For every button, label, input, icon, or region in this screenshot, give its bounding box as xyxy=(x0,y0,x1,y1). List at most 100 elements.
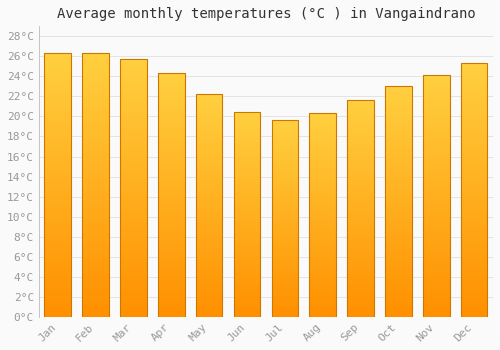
Bar xyxy=(461,206,487,209)
Bar xyxy=(310,136,336,139)
Bar xyxy=(196,111,222,114)
Bar xyxy=(120,182,146,185)
Bar xyxy=(348,206,374,209)
Bar xyxy=(348,222,374,225)
Bar xyxy=(158,131,184,134)
Bar xyxy=(423,253,450,257)
Bar xyxy=(461,298,487,301)
Bar xyxy=(82,182,109,185)
Bar xyxy=(158,94,184,98)
Bar xyxy=(423,114,450,118)
Bar xyxy=(82,93,109,96)
Bar xyxy=(423,305,450,308)
Bar xyxy=(461,288,487,292)
Bar xyxy=(310,220,336,223)
Bar xyxy=(423,299,450,302)
Bar xyxy=(234,232,260,235)
Bar xyxy=(272,167,298,169)
Bar xyxy=(196,308,222,311)
Bar xyxy=(385,124,411,127)
Bar xyxy=(158,284,184,286)
Bar xyxy=(234,286,260,289)
Bar xyxy=(423,290,450,293)
Bar xyxy=(158,311,184,314)
Bar xyxy=(348,190,374,193)
Bar xyxy=(82,300,109,304)
Bar xyxy=(196,161,222,164)
Bar xyxy=(44,80,71,83)
Bar xyxy=(423,268,450,272)
Bar xyxy=(423,75,450,78)
Bar xyxy=(234,148,260,151)
Bar xyxy=(44,106,71,109)
Bar xyxy=(272,174,298,177)
Bar xyxy=(196,233,222,236)
Bar xyxy=(348,241,374,244)
Bar xyxy=(234,222,260,225)
Bar xyxy=(348,106,374,108)
Bar xyxy=(234,169,260,171)
Bar xyxy=(158,241,184,244)
Bar xyxy=(196,114,222,117)
Bar xyxy=(158,238,184,241)
Bar xyxy=(82,122,109,126)
Bar xyxy=(461,282,487,285)
Bar xyxy=(44,211,71,215)
Bar xyxy=(423,272,450,274)
Bar xyxy=(461,250,487,253)
Bar xyxy=(44,271,71,274)
Bar xyxy=(272,140,298,142)
Bar xyxy=(158,244,184,247)
Bar xyxy=(423,308,450,311)
Bar xyxy=(385,178,411,181)
Bar xyxy=(82,53,109,57)
Bar xyxy=(348,103,374,106)
Bar xyxy=(120,281,146,285)
Bar xyxy=(196,286,222,289)
Bar xyxy=(196,272,222,275)
Bar xyxy=(385,138,411,141)
Bar xyxy=(348,100,374,103)
Bar xyxy=(196,253,222,256)
Bar xyxy=(423,211,450,214)
Bar xyxy=(82,208,109,211)
Bar xyxy=(423,247,450,250)
Bar xyxy=(310,129,336,131)
Bar xyxy=(120,278,146,281)
Bar xyxy=(272,214,298,216)
Bar xyxy=(158,79,184,83)
Bar xyxy=(423,214,450,217)
Bar xyxy=(158,268,184,271)
Bar xyxy=(120,217,146,220)
Bar xyxy=(196,150,222,153)
Bar xyxy=(234,253,260,255)
Bar xyxy=(348,154,374,157)
Bar xyxy=(348,163,374,165)
Bar xyxy=(423,274,450,278)
Bar xyxy=(82,175,109,178)
Bar xyxy=(385,276,411,279)
Bar xyxy=(44,221,71,225)
Bar xyxy=(461,260,487,263)
Bar xyxy=(44,142,71,146)
Bar xyxy=(423,133,450,136)
Bar xyxy=(196,292,222,295)
Bar xyxy=(82,178,109,182)
Bar xyxy=(120,159,146,162)
Bar xyxy=(461,238,487,241)
Bar xyxy=(82,261,109,264)
Bar xyxy=(44,66,71,70)
Bar xyxy=(461,285,487,288)
Bar xyxy=(310,299,336,302)
Bar xyxy=(385,259,411,262)
Bar xyxy=(120,307,146,310)
Bar xyxy=(158,119,184,122)
Bar xyxy=(423,118,450,121)
Bar xyxy=(423,93,450,97)
Bar xyxy=(272,238,298,241)
Bar xyxy=(120,256,146,259)
Bar xyxy=(44,261,71,264)
Bar xyxy=(310,238,336,240)
Bar xyxy=(44,290,71,294)
Bar xyxy=(423,160,450,163)
